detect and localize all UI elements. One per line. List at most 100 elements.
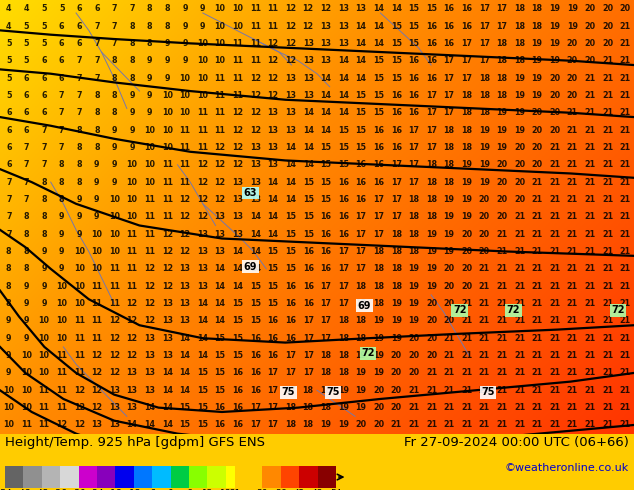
- Text: 21: 21: [479, 386, 490, 395]
- Text: 12: 12: [91, 403, 103, 412]
- Text: 10: 10: [91, 247, 102, 256]
- Text: 21: 21: [619, 91, 631, 100]
- Text: 17: 17: [356, 212, 366, 221]
- Text: 21: 21: [549, 403, 560, 412]
- Text: 21: 21: [549, 160, 560, 169]
- Text: 10: 10: [127, 178, 138, 187]
- Text: 17: 17: [268, 403, 278, 412]
- Text: 17: 17: [356, 247, 366, 256]
- Bar: [226, 466, 235, 488]
- Text: 7: 7: [41, 160, 47, 169]
- Text: 17: 17: [373, 230, 384, 239]
- Text: 12: 12: [302, 22, 314, 30]
- Text: 13: 13: [162, 351, 173, 360]
- Text: 15: 15: [426, 4, 437, 13]
- Text: 14: 14: [268, 230, 278, 239]
- Text: 19: 19: [408, 265, 419, 273]
- Text: 13: 13: [144, 368, 155, 377]
- Text: 19: 19: [391, 317, 402, 325]
- Text: 20: 20: [567, 39, 578, 48]
- Text: 7: 7: [59, 91, 65, 100]
- Text: 12: 12: [144, 265, 155, 273]
- Text: 21: 21: [567, 317, 578, 325]
- Text: 7: 7: [94, 22, 100, 30]
- Text: 12: 12: [214, 178, 226, 187]
- Text: 20: 20: [408, 368, 420, 377]
- Text: 16: 16: [338, 178, 349, 187]
- Text: 21: 21: [496, 368, 507, 377]
- Text: 15: 15: [338, 125, 349, 135]
- Text: 16: 16: [320, 230, 332, 239]
- Text: 14: 14: [162, 420, 173, 429]
- Text: 14: 14: [356, 74, 366, 82]
- Text: 17: 17: [408, 125, 419, 135]
- Text: 20: 20: [479, 230, 490, 239]
- Text: 20: 20: [408, 351, 420, 360]
- Text: 17: 17: [302, 351, 314, 360]
- Text: 20: 20: [514, 178, 525, 187]
- Text: 11: 11: [197, 125, 208, 135]
- Text: 13: 13: [144, 351, 155, 360]
- Text: 14: 14: [215, 282, 226, 291]
- Text: 14: 14: [320, 91, 332, 100]
- Text: 21: 21: [514, 265, 525, 273]
- Text: 16: 16: [391, 91, 402, 100]
- Text: 15: 15: [320, 160, 332, 169]
- Text: 14: 14: [250, 247, 261, 256]
- Text: 19: 19: [514, 108, 525, 117]
- Text: 21: 21: [479, 351, 490, 360]
- Text: 21: 21: [514, 386, 525, 395]
- Text: 13: 13: [250, 160, 261, 169]
- Text: 18: 18: [408, 195, 420, 204]
- Text: 19: 19: [426, 230, 437, 239]
- Text: 10: 10: [127, 160, 138, 169]
- Text: 8: 8: [147, 22, 153, 30]
- Text: 8: 8: [129, 39, 135, 48]
- Text: 9: 9: [112, 143, 117, 152]
- Text: -6: -6: [148, 489, 157, 490]
- Text: 19: 19: [496, 143, 507, 152]
- Text: 16: 16: [215, 403, 226, 412]
- Text: 21: 21: [567, 195, 578, 204]
- Text: 20: 20: [531, 125, 543, 135]
- Text: 10: 10: [91, 230, 102, 239]
- Text: 15: 15: [250, 317, 261, 325]
- Text: 12: 12: [179, 212, 190, 221]
- Text: 5: 5: [6, 39, 11, 48]
- Text: Fr 27-09-2024 00:00 UTC (06+66): Fr 27-09-2024 00:00 UTC (06+66): [404, 437, 629, 449]
- Text: 5: 5: [6, 91, 11, 100]
- Text: 7: 7: [112, 39, 117, 48]
- Text: 9: 9: [41, 299, 47, 308]
- Text: 10: 10: [39, 351, 49, 360]
- Text: 7: 7: [23, 178, 29, 187]
- Text: 19: 19: [567, 4, 578, 13]
- Text: 13: 13: [162, 299, 173, 308]
- Bar: [189, 466, 207, 488]
- Text: 9: 9: [147, 74, 152, 82]
- Text: 20: 20: [426, 334, 437, 343]
- Text: 16: 16: [268, 317, 278, 325]
- Text: 9: 9: [182, 56, 188, 65]
- Text: 11: 11: [197, 143, 208, 152]
- Text: 21: 21: [602, 351, 613, 360]
- Text: 21: 21: [496, 334, 507, 343]
- Text: 16: 16: [302, 247, 314, 256]
- Text: 6: 6: [59, 39, 65, 48]
- Text: 21: 21: [426, 403, 437, 412]
- Text: ©weatheronline.co.uk: ©weatheronline.co.uk: [505, 463, 629, 473]
- Text: 14: 14: [373, 4, 384, 13]
- Text: 20: 20: [461, 247, 472, 256]
- Text: 21: 21: [531, 386, 543, 395]
- Text: 16: 16: [426, 56, 437, 65]
- Text: 18: 18: [356, 317, 366, 325]
- Text: 14: 14: [285, 143, 296, 152]
- Text: 9: 9: [23, 299, 29, 308]
- Text: 75: 75: [326, 388, 340, 397]
- Text: 10: 10: [56, 334, 67, 343]
- Text: 19: 19: [514, 91, 525, 100]
- Text: 14: 14: [268, 195, 278, 204]
- Text: 14: 14: [179, 351, 190, 360]
- Text: -24: -24: [90, 489, 104, 490]
- Text: 16: 16: [356, 160, 366, 169]
- Text: 21: 21: [602, 125, 613, 135]
